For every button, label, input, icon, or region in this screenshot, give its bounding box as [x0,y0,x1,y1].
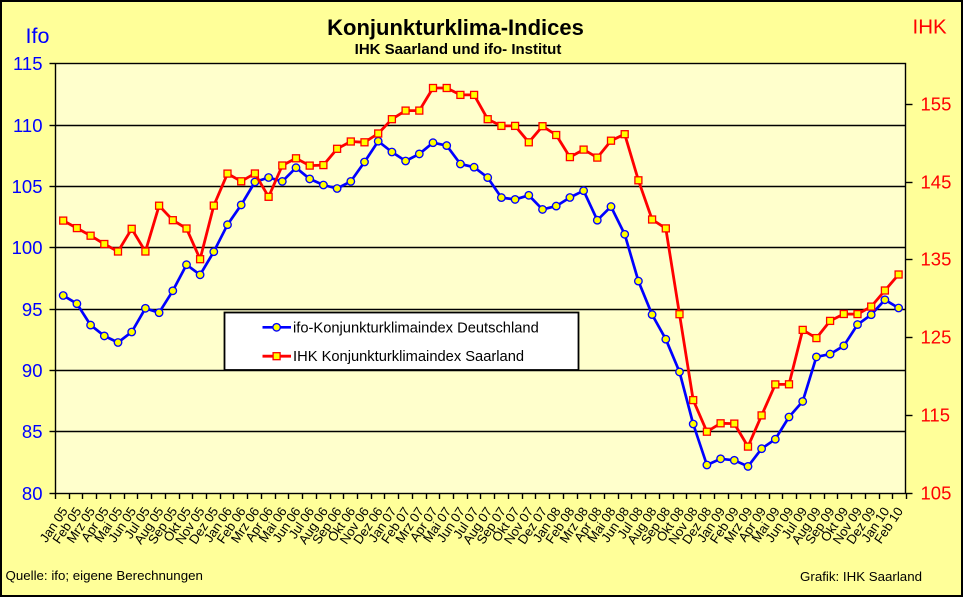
svg-text:115: 115 [921,404,951,425]
svg-text:Konjunkturklima-Indices: Konjunkturklima-Indices [327,15,584,40]
svg-text:Quelle: ifo; eigene Berechnung: Quelle: ifo; eigene Berechnungen [6,568,203,583]
svg-text:135: 135 [921,248,952,269]
svg-text:Grafik: IHK Saarland: Grafik: IHK Saarland [800,569,922,584]
svg-text:IHK Saarland und ifo- Institut: IHK Saarland und ifo- Institut [355,41,562,58]
svg-text:125: 125 [921,326,952,347]
svg-text:100: 100 [12,237,43,258]
svg-text:80: 80 [22,483,43,504]
svg-text:145: 145 [921,171,952,192]
svg-text:155: 155 [921,93,952,114]
svg-text:ifo-Konjunkturklimaindex Deuts: ifo-Konjunkturklimaindex Deutschland [293,320,539,336]
svg-text:Ifo: Ifo [26,24,50,48]
svg-text:105: 105 [12,176,43,197]
svg-text:115: 115 [13,53,43,74]
svg-text:110: 110 [13,115,43,136]
svg-text:IHK Konjunkturklimaindex Saarl: IHK Konjunkturklimaindex Saarland [293,349,524,365]
svg-text:IHK: IHK [913,16,948,39]
svg-text:95: 95 [22,299,43,320]
svg-text:90: 90 [22,360,43,381]
svg-text:105: 105 [921,482,952,503]
svg-text:85: 85 [22,421,43,442]
